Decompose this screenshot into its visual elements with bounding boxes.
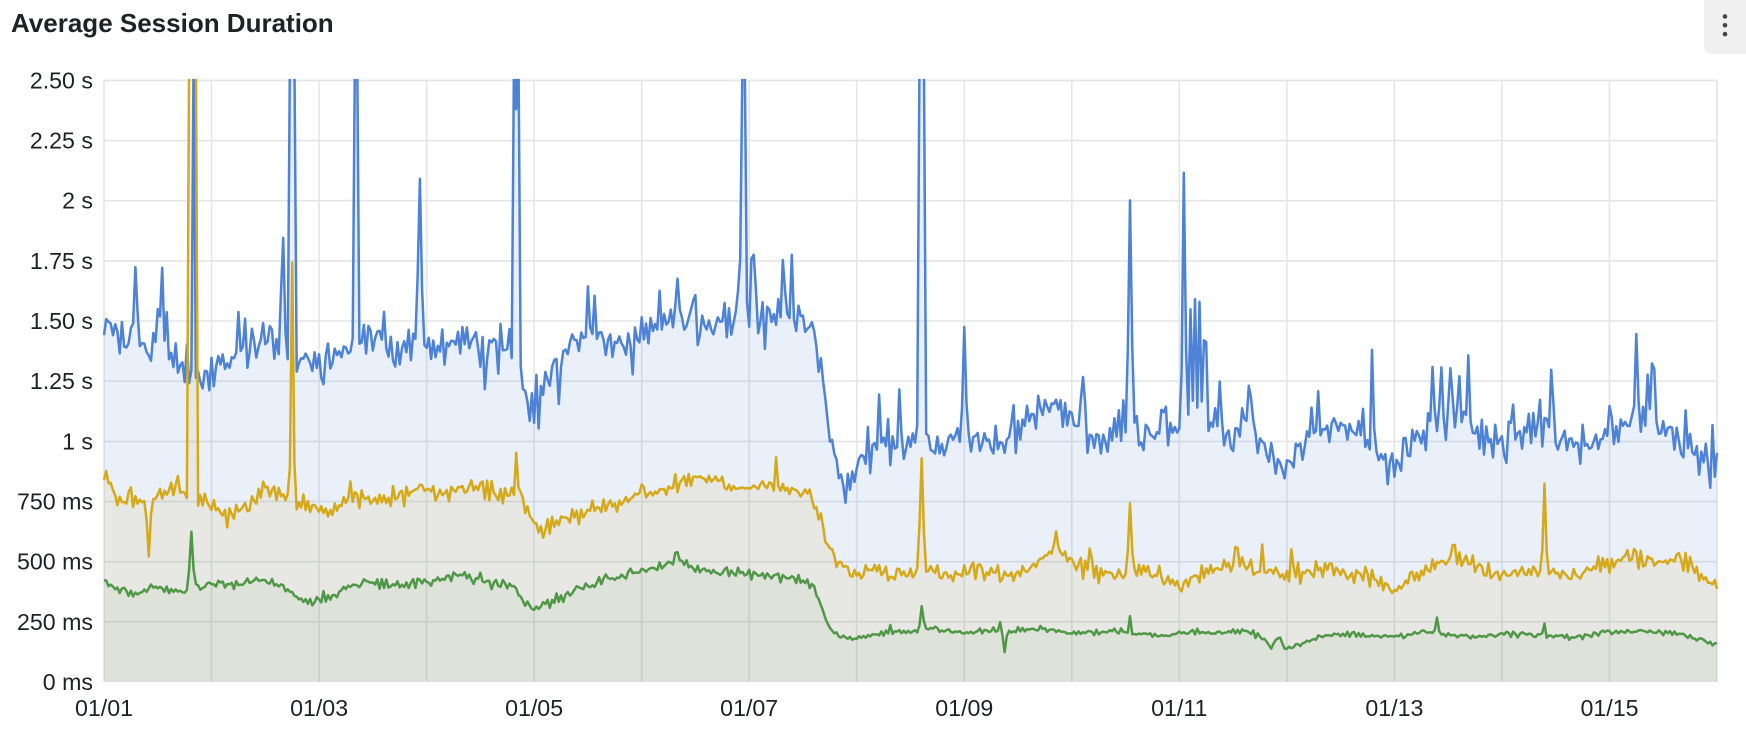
- svg-text:01/03: 01/03: [290, 695, 348, 721]
- svg-text:1.50 s: 1.50 s: [30, 308, 93, 334]
- svg-text:500 ms: 500 ms: [17, 549, 93, 575]
- svg-text:01/05: 01/05: [505, 695, 563, 721]
- svg-text:01/13: 01/13: [1365, 695, 1423, 721]
- svg-text:01/07: 01/07: [720, 695, 778, 721]
- svg-text:1.75 s: 1.75 s: [30, 248, 93, 274]
- svg-text:250 ms: 250 ms: [17, 609, 93, 635]
- svg-text:2.25 s: 2.25 s: [30, 128, 93, 154]
- svg-text:01/15: 01/15: [1580, 695, 1638, 721]
- svg-text:2 s: 2 s: [62, 188, 93, 214]
- svg-text:01/01: 01/01: [75, 695, 133, 721]
- svg-text:Average Session Duration: Average Session Duration: [11, 8, 334, 38]
- svg-text:0 ms: 0 ms: [43, 669, 93, 695]
- svg-text:01/09: 01/09: [935, 695, 993, 721]
- svg-text:01/11: 01/11: [1151, 695, 1207, 721]
- svg-text:2.50 s: 2.50 s: [30, 67, 93, 93]
- svg-text:1.25 s: 1.25 s: [30, 368, 93, 394]
- svg-text:1 s: 1 s: [62, 428, 93, 454]
- svg-text:750 ms: 750 ms: [17, 489, 93, 515]
